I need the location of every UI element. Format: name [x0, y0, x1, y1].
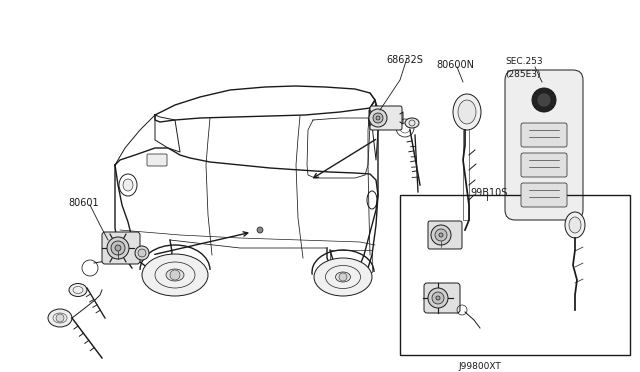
Ellipse shape	[565, 212, 585, 238]
Circle shape	[439, 233, 443, 237]
FancyBboxPatch shape	[370, 106, 402, 130]
Circle shape	[428, 288, 448, 308]
FancyBboxPatch shape	[505, 70, 583, 220]
Circle shape	[537, 93, 551, 107]
Circle shape	[138, 249, 146, 257]
Bar	[400, 195, 630, 355]
Circle shape	[135, 246, 149, 260]
Circle shape	[532, 88, 556, 112]
Text: 80601: 80601	[68, 198, 99, 208]
FancyBboxPatch shape	[521, 123, 567, 147]
Circle shape	[369, 109, 387, 127]
Circle shape	[107, 237, 129, 259]
Circle shape	[435, 229, 447, 241]
Circle shape	[111, 241, 125, 255]
Circle shape	[257, 227, 263, 233]
Ellipse shape	[405, 118, 419, 128]
Ellipse shape	[314, 258, 372, 296]
FancyBboxPatch shape	[428, 221, 462, 249]
Text: 80600N: 80600N	[436, 60, 474, 70]
FancyBboxPatch shape	[521, 183, 567, 207]
Circle shape	[376, 116, 380, 120]
Circle shape	[432, 292, 444, 304]
Text: 68632S: 68632S	[386, 55, 423, 65]
Circle shape	[431, 225, 451, 245]
Circle shape	[436, 296, 440, 300]
Text: SEC.253: SEC.253	[505, 57, 543, 66]
Ellipse shape	[166, 269, 184, 281]
Text: J99800XT: J99800XT	[459, 362, 501, 371]
Ellipse shape	[123, 179, 133, 191]
Circle shape	[339, 273, 347, 281]
Text: (285E3): (285E3)	[505, 70, 541, 79]
Text: 99B10S: 99B10S	[470, 188, 508, 198]
Ellipse shape	[48, 309, 72, 327]
FancyBboxPatch shape	[424, 283, 460, 313]
Ellipse shape	[569, 217, 581, 233]
Ellipse shape	[142, 254, 208, 296]
Ellipse shape	[458, 100, 476, 124]
Ellipse shape	[335, 272, 351, 282]
FancyBboxPatch shape	[102, 232, 140, 264]
Circle shape	[170, 270, 180, 280]
Bar	[330, 250, 372, 272]
Circle shape	[115, 245, 121, 251]
FancyBboxPatch shape	[521, 153, 567, 177]
Circle shape	[56, 314, 64, 322]
FancyBboxPatch shape	[147, 154, 167, 166]
Ellipse shape	[453, 94, 481, 130]
Circle shape	[373, 113, 383, 123]
Ellipse shape	[69, 283, 87, 296]
